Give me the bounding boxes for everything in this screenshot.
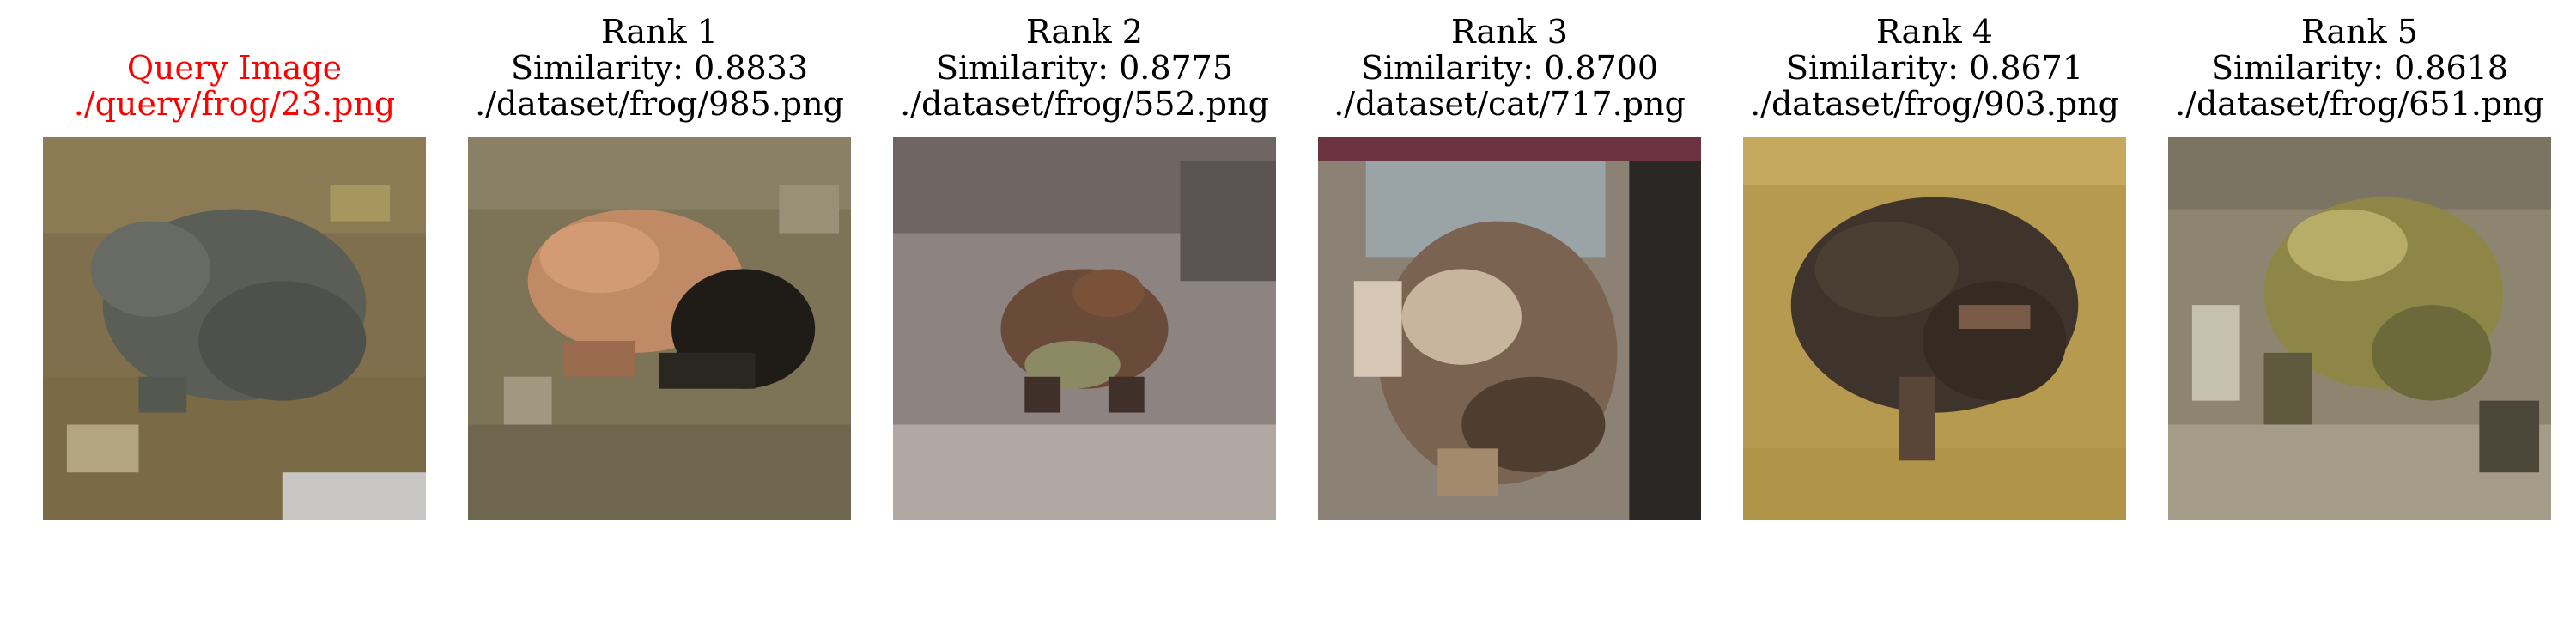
result-panel-rank-4: Rank 4 Similarity: 0.8671 ./dataset/frog… bbox=[1743, 0, 2126, 644]
result-caption: Rank 1 Similarity: 0.8833 ./dataset/frog… bbox=[434, 14, 885, 122]
result-image bbox=[1318, 137, 1701, 520]
similarity-label: Similarity: 0.8700 bbox=[1360, 49, 1659, 87]
result-image bbox=[893, 137, 1276, 520]
result-caption: Rank 4 Similarity: 0.8671 ./dataset/frog… bbox=[1709, 14, 2160, 122]
result-panel-rank-2: Rank 2 Similarity: 0.8775 ./dataset/frog… bbox=[893, 0, 1276, 644]
query-image bbox=[43, 137, 426, 520]
similarity-label: Similarity: 0.8833 bbox=[510, 49, 809, 87]
image-path: ./dataset/frog/651.png bbox=[2175, 85, 2544, 123]
similarity-label: Similarity: 0.8775 bbox=[935, 49, 1234, 87]
query-caption: Query Image ./query/frog/23.png bbox=[9, 50, 460, 122]
image-path: ./dataset/frog/552.png bbox=[900, 85, 1269, 123]
result-caption: Rank 3 Similarity: 0.8700 ./dataset/cat/… bbox=[1284, 14, 1735, 122]
rank-label: Rank 5 bbox=[2301, 13, 2418, 51]
rank-label: Rank 3 bbox=[1451, 13, 1568, 51]
result-image bbox=[1743, 137, 2126, 520]
query-image-frog bbox=[43, 137, 426, 520]
rank-label: Rank 4 bbox=[1876, 13, 1993, 51]
similarity-label: Similarity: 0.8618 bbox=[2210, 49, 2509, 87]
query-path: ./query/frog/23.png bbox=[73, 85, 396, 123]
rank-label: Rank 1 bbox=[601, 13, 718, 51]
image-path: ./dataset/frog/903.png bbox=[1750, 85, 2119, 123]
result-image-cat bbox=[1318, 137, 1701, 520]
result-panel-rank-3: Rank 3 Similarity: 0.8700 ./dataset/cat/… bbox=[1318, 0, 1701, 644]
result-image-frog bbox=[1743, 137, 2126, 520]
result-image-frog bbox=[893, 137, 1276, 520]
result-panel-rank-1: Rank 1 Similarity: 0.8833 ./dataset/frog… bbox=[468, 0, 851, 644]
result-caption: Rank 2 Similarity: 0.8775 ./dataset/frog… bbox=[859, 14, 1310, 122]
image-path: ./dataset/cat/717.png bbox=[1334, 85, 1686, 123]
result-image bbox=[2168, 137, 2551, 520]
result-image-frog bbox=[468, 137, 851, 520]
rank-label: Rank 2 bbox=[1026, 13, 1143, 51]
result-image-frog bbox=[2168, 137, 2551, 520]
result-image bbox=[468, 137, 851, 520]
image-path: ./dataset/frog/985.png bbox=[475, 85, 844, 123]
similarity-label: Similarity: 0.8671 bbox=[1785, 49, 2084, 87]
query-panel: Query Image ./query/frog/23.png bbox=[43, 0, 426, 644]
result-panel-rank-5: Rank 5 Similarity: 0.8618 ./dataset/frog… bbox=[2168, 0, 2551, 644]
result-caption: Rank 5 Similarity: 0.8618 ./dataset/frog… bbox=[2134, 14, 2576, 122]
query-title: Query Image bbox=[126, 49, 343, 87]
